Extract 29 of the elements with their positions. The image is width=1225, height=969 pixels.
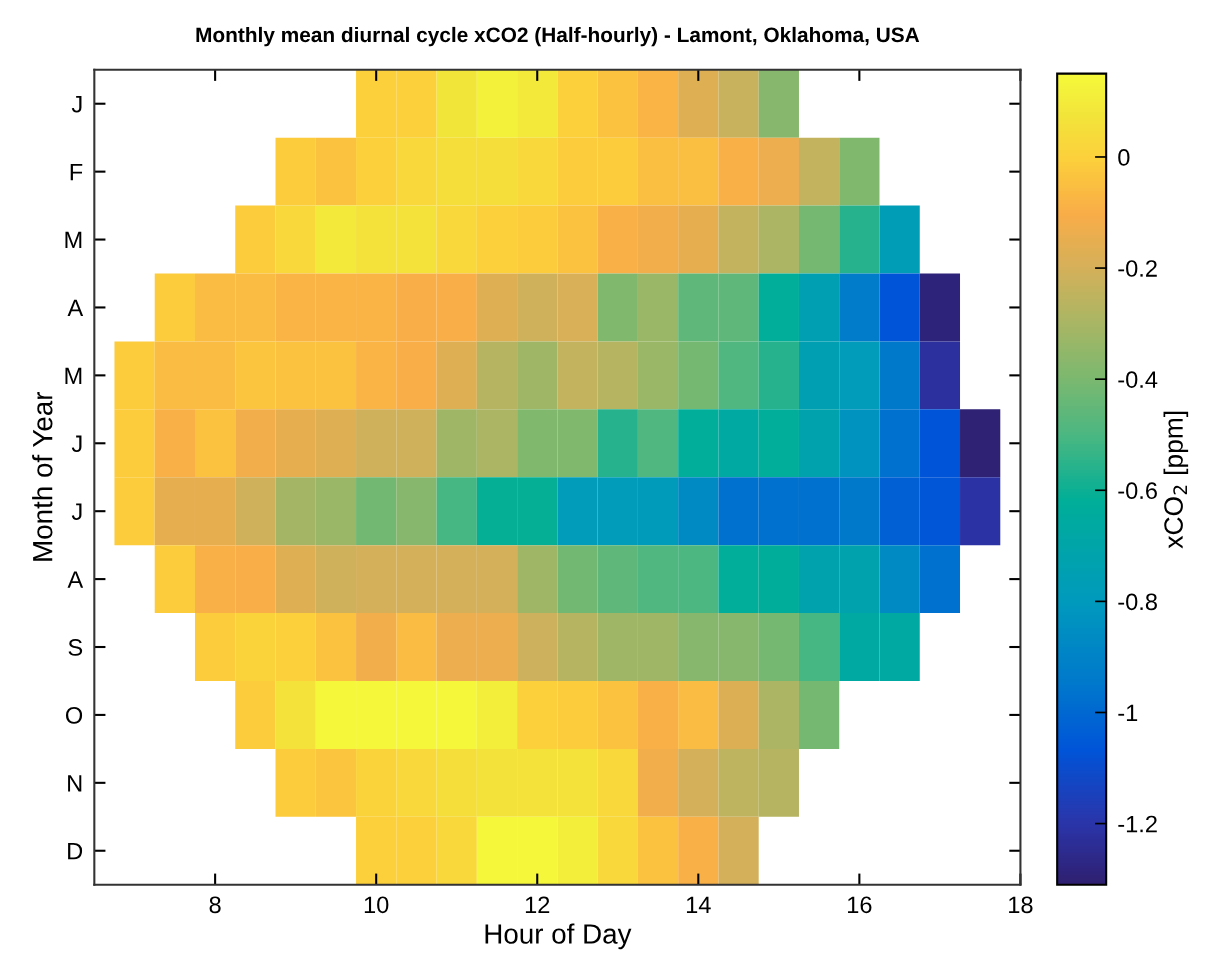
x-tick-label: 18 bbox=[1009, 896, 1033, 914]
x-tick-label: 10 bbox=[364, 896, 389, 914]
color-bar-label: -1.2 bbox=[1118, 815, 1157, 833]
y-tick-label: A bbox=[67, 299, 84, 317]
x-tick-label: 12 bbox=[525, 896, 550, 913]
y-tick-label: A bbox=[67, 571, 84, 588]
y-tick-label: D bbox=[68, 843, 83, 860]
color-bar-label: -0.6 bbox=[1118, 482, 1157, 500]
x-tick-label: 8 bbox=[209, 896, 221, 914]
y-axis-title: Month of Year bbox=[32, 391, 53, 561]
color-bar-label: -1 bbox=[1118, 704, 1138, 722]
y-tick-label: J bbox=[71, 435, 82, 453]
x-tick-label: 14 bbox=[686, 896, 711, 913]
y-tick-label: S bbox=[68, 639, 83, 656]
y-tick-label: N bbox=[68, 775, 82, 792]
y-tick-label: J bbox=[71, 96, 82, 113]
color-bar-label: -0.4 bbox=[1118, 371, 1158, 388]
color-bar-title: xCO$_{2}$ [ppm] bbox=[1163, 411, 1189, 549]
y-tick-label: J bbox=[71, 503, 82, 520]
x-axis-title: Hour of Day bbox=[485, 923, 632, 950]
color-bar-label: 0 bbox=[1118, 149, 1130, 166]
color-bar-label: -0.8 bbox=[1118, 593, 1157, 611]
chart-title: Monthly mean diurnal cycle xCO2 (Half-hourly) - Lamont, Oklahoma, USA bbox=[196, 26, 920, 47]
y-tick-label: O bbox=[65, 706, 83, 724]
y-tick-label: F bbox=[70, 163, 83, 181]
x-tick-label: 16 bbox=[848, 896, 872, 914]
color-bar-label: -0.2 bbox=[1118, 260, 1157, 277]
y-tick-label: M bbox=[65, 367, 82, 384]
y-tick-label: M bbox=[65, 231, 82, 249]
